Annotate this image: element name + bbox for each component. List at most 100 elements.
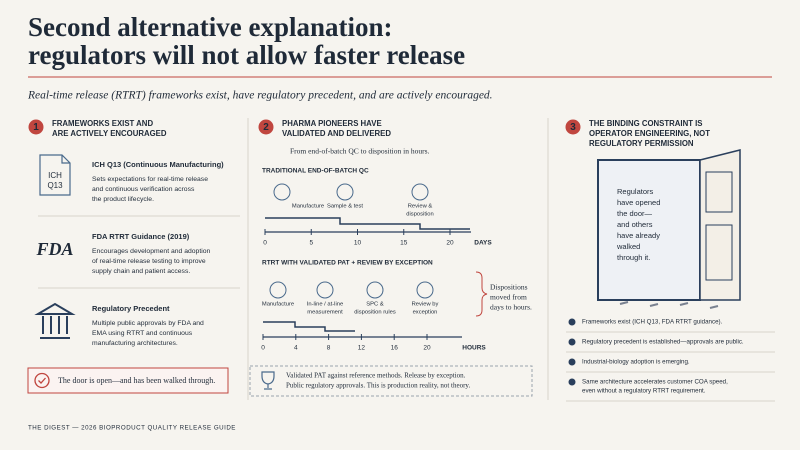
check-icon: [568, 338, 576, 346]
building-icon: [34, 302, 76, 339]
icon-label: Q13: [47, 181, 63, 190]
title: Second alternative explanation:: [28, 12, 393, 42]
column-heading: FRAMEWORKS EXIST AND: [52, 119, 153, 128]
icon-label: ICH: [48, 171, 62, 180]
checklist-item: Industrial-biology adoption is emerging.: [582, 359, 690, 366]
item-text: EMA using RTRT and continuous: [92, 330, 193, 337]
step-label: In-line / at-line: [307, 302, 343, 308]
checklist-item: even without a regulatory RTRT requireme…: [582, 388, 706, 395]
checklist-item: Same architecture accelerates customer C…: [582, 379, 728, 386]
column-heading: REGULATORY PERMISSION: [589, 139, 694, 148]
column-heading: PHARMA PIONEERS HAVE: [282, 119, 382, 128]
step-badge: [565, 119, 581, 135]
callout-text: Validated PAT against reference methods.…: [286, 372, 466, 380]
item-title: FDA RTRT Guidance (2019): [92, 232, 190, 241]
step-icon: [411, 183, 429, 201]
tick-label: 15: [400, 240, 408, 247]
step-label: Review by: [412, 302, 439, 308]
item-text: manufacturing architectures.: [92, 340, 178, 347]
item-text: Encourages development and adoption: [92, 248, 210, 255]
column-heading: VALIDATED AND DELIVERED: [282, 129, 391, 138]
door-text: through it.: [617, 253, 650, 262]
item-title: Regulatory Precedent: [92, 304, 170, 313]
timeline-title: TRADITIONAL END-OF-BATCH QC: [262, 168, 369, 175]
column-heading: THE BINDING CONSTRAINT IS: [589, 119, 703, 128]
tick-label: 10: [354, 240, 362, 247]
note: days to hours.: [490, 303, 532, 312]
brace: [475, 271, 488, 317]
timeline-progress: [263, 321, 355, 332]
step-badge: [258, 119, 274, 135]
step-icon: [416, 281, 434, 299]
door-text: have opened: [617, 198, 660, 207]
step-label: exception: [413, 310, 438, 316]
step-label: Review &: [408, 204, 433, 210]
check-icon: [568, 378, 576, 386]
callout-box: [249, 365, 533, 397]
tick-label: 12: [358, 345, 366, 352]
step-label: disposition: [406, 212, 433, 218]
step-label: Manufacture: [262, 302, 294, 308]
trophy-icon: [261, 371, 275, 390]
step-label: measurement: [307, 310, 343, 316]
title: regulators will not allow faster release: [28, 40, 465, 70]
step-number: 2: [263, 122, 269, 133]
note: Dispositions: [490, 283, 528, 292]
step-badge: [28, 119, 44, 135]
item-title: ICH Q13 (Continuous Manufacturing): [92, 160, 224, 169]
step-label: Sample & test: [327, 204, 363, 210]
step-icon: [273, 183, 291, 201]
item-text: of real-time release testing to improve: [92, 258, 206, 265]
timeline-title: RTRT WITH VALIDATED PAT + REVIEW BY EXCE…: [262, 260, 433, 267]
door-text: the door—: [617, 209, 653, 218]
subtitle: Real-time release (RTRT) frameworks exis…: [27, 90, 493, 102]
footer: THE DIGEST — 2026 BIOPRODUCT QUALITY REL…: [28, 425, 236, 432]
tick-label: 5: [309, 240, 313, 247]
callout-text: Public regulatory approvals. This is pro…: [286, 382, 470, 390]
checklist-item: Frameworks exist (ICH Q13, FDA RTRT guid…: [582, 319, 723, 326]
step-number: 3: [570, 122, 576, 133]
door-illustration: [597, 149, 741, 309]
item-text: Multiple public approvals by FDA and: [92, 320, 204, 327]
step-number: 1: [33, 122, 39, 133]
step-label: SPC &: [366, 302, 384, 308]
tick-label: 20: [423, 345, 431, 352]
tick-label: 20: [446, 240, 454, 247]
step-icon: [336, 183, 354, 201]
document-icon: [39, 154, 71, 196]
column-heading: ARE ACTIVELY ENCOURAGED: [52, 129, 167, 138]
tick-label: 16: [391, 345, 399, 352]
item-text: the product lifecycle.: [92, 196, 154, 203]
note: moved from: [490, 293, 527, 302]
step-icon: [316, 281, 334, 299]
step-label: Manufacture: [292, 204, 324, 210]
tick-label: 0: [261, 345, 265, 352]
tick-label: 8: [327, 345, 331, 352]
check-icon: [568, 318, 576, 326]
callout-text: The door is open—and has been walked thr…: [58, 376, 215, 385]
item-text: supply chain and patient access.: [92, 268, 190, 275]
door-text: walked: [616, 242, 640, 251]
check-icon: [568, 358, 576, 366]
column-heading: OPERATOR ENGINEERING, NOT: [589, 129, 710, 138]
axis-unit: HOURS: [462, 345, 486, 352]
item-text: Sets expectations for real-time release: [92, 176, 208, 183]
axis-unit: DAYS: [474, 240, 492, 247]
check-icon: [34, 372, 50, 389]
tick-label: 4: [294, 345, 298, 352]
checklist-item: Regulatory precedent is established—appr…: [582, 339, 744, 346]
step-icon: [366, 281, 384, 299]
step-label: disposition rules: [354, 310, 396, 316]
callout-box: [27, 367, 229, 394]
column-subtitle: From end-of-batch QC to disposition in h…: [290, 147, 429, 156]
check-icon: [38, 377, 46, 384]
step-icon: [269, 281, 287, 299]
door-text: and others: [617, 220, 653, 229]
door-text: Regulators: [617, 187, 654, 196]
item-text: and continuous verification across: [92, 186, 195, 193]
timeline-progress: [265, 217, 470, 230]
door-text: have already: [617, 231, 660, 240]
fda-logo: FDA: [35, 239, 73, 259]
tick-label: 0: [263, 240, 267, 247]
